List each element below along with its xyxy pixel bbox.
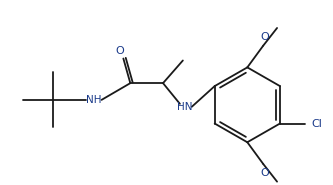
Text: HN: HN	[177, 102, 192, 112]
Text: NH: NH	[86, 95, 101, 105]
Text: O: O	[115, 46, 124, 56]
Text: Cl: Cl	[312, 119, 323, 129]
Text: O: O	[261, 168, 269, 178]
Text: O: O	[261, 32, 269, 42]
